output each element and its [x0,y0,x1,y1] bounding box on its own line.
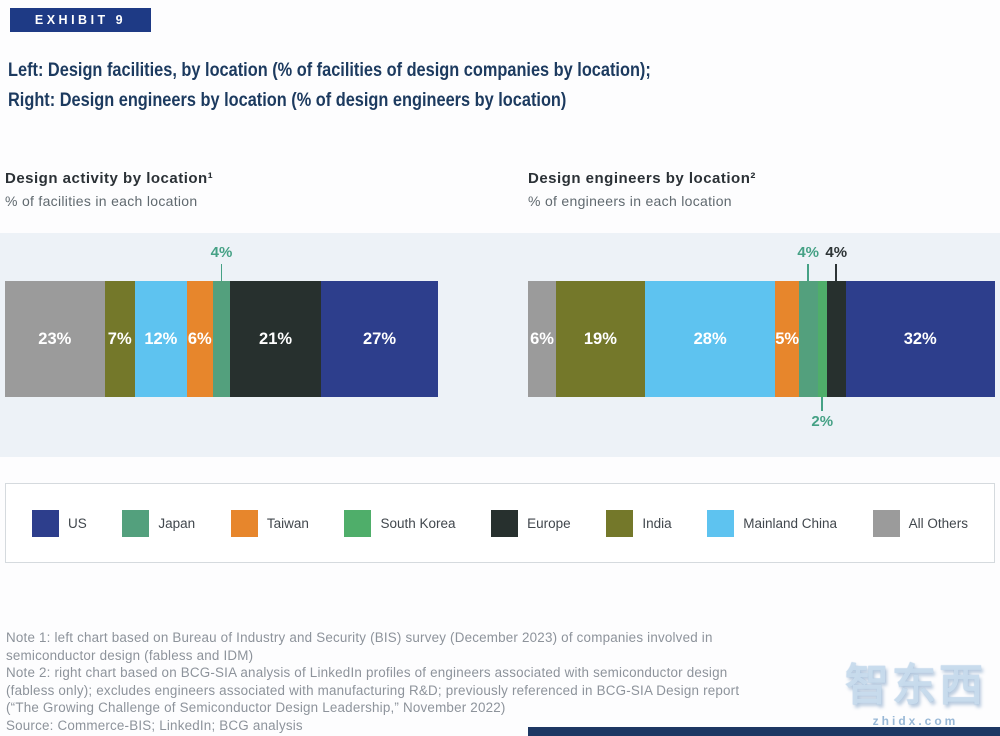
chart-subtitle: % of facilities in each location [5,193,198,209]
callout-connector [821,397,823,411]
segment-value-label: 5% [775,329,800,348]
chart-design-activity: Design activity by location¹ % of facili… [5,170,438,470]
chart-design-engineers: Design engineers by location² % of engin… [528,170,995,470]
footer-strip [528,727,1000,736]
chart-subtitle: % of engineers in each location [528,193,732,209]
legend-item-all-others: All Others [872,509,968,537]
chart-title: Design activity by location¹ [5,170,214,187]
legend-item-south-korea: South Korea [344,509,456,537]
segment-callout-label: 2% [811,413,834,430]
legend: US Japan Taiwan South Korea Europe India Mainl… [5,483,995,563]
segment-value-label: 6% [530,329,554,348]
segment-callout-label: 4% [210,244,233,261]
legend-item-mainland-china: Mainland China [707,509,838,537]
legend-label: All Others [908,515,968,531]
legend-swatch [344,509,372,537]
legend-label: US [68,515,87,531]
segment-value-label: 23% [38,329,72,348]
segment-value-label: 7% [107,329,132,348]
legend-item-taiwan: Taiwan [230,509,309,537]
bar-segment-japan [212,281,231,397]
segment-callout-label: 4% [797,244,820,261]
bar-segment-us: 32% [845,281,995,397]
bar-segment-india: 19% [556,281,645,397]
bar-segment-europe [826,281,846,397]
callout-connector [220,264,222,281]
chart-title: Design engineers by location² [528,170,756,187]
legend-swatch [122,509,150,537]
legend-swatch [491,509,519,537]
notes: Note 1: left chart based on Bureau of In… [6,629,758,734]
segment-callout-label: 4% [825,244,848,261]
page-title-line2: Right: Design engineers by location (% o… [8,90,567,111]
segment-value-label: 19% [583,329,617,348]
watermark-logo-text: 智东西 [845,661,986,710]
legend-label: Japan [158,515,196,531]
legend-swatch [707,509,735,537]
bar-segment-us: 27% [321,281,438,397]
bar-segment-europe: 21% [230,281,322,397]
legend-label: South Korea [380,515,456,531]
segment-value-label: 6% [187,329,212,348]
segment-value-label: 12% [144,329,178,348]
segment-value-label: 27% [362,329,396,348]
bar-segment-taiwan: 5% [775,281,800,397]
note-line: Note 1: left chart based on Bureau of In… [6,630,713,663]
note-line: Source: Commerce-BIS; LinkedIn; BCG anal… [6,717,303,733]
legend-item-europe: Europe [491,509,571,537]
exhibit-badge: EXHIBIT 9 [10,8,151,32]
legend-swatch [872,509,900,537]
legend-label: India [642,515,672,531]
legend-item-japan: Japan [122,509,196,537]
stacked-bar-facilities: 23% 7% 12% 6% 21% 27% [5,281,438,397]
segment-value-label: 32% [903,329,937,348]
bar-segment-japan [798,281,818,397]
legend-swatch [606,509,634,537]
legend-label: Mainland China [743,515,838,531]
bar-segment-south-korea [817,281,827,397]
callout-connector [835,264,837,281]
segment-value-label: 21% [259,329,293,348]
legend-item-india: India [606,509,672,537]
note-line: Note 2: right chart based on BCG-SIA ana… [6,665,740,715]
callout-connector [807,264,809,281]
bar-segment-all-others: 6% [528,281,557,397]
legend-swatch [230,509,258,537]
legend-label: Europe [527,515,571,531]
bar-segment-all-others: 23% [5,281,105,397]
bar-segment-taiwan: 6% [186,281,213,397]
segment-value-label: 28% [693,329,727,348]
bar-segment-mainland-china: 12% [134,281,187,397]
watermark: 智东西 zhidx.com [845,649,986,728]
page-title: Left: Design facilities, by location (% … [8,56,651,116]
stacked-bar-engineers: 6% 19% 28% 5% 32% [528,281,995,397]
bar-segment-mainland-china: 28% [644,281,776,397]
legend-swatch [32,509,59,537]
legend-item-us: US [32,509,87,537]
legend-label: Taiwan [266,515,309,531]
page-title-line1: Left: Design facilities, by location (% … [8,60,651,81]
watermark-url-text: zhidx.com [872,714,959,728]
bar-segment-india: 7% [104,281,135,397]
